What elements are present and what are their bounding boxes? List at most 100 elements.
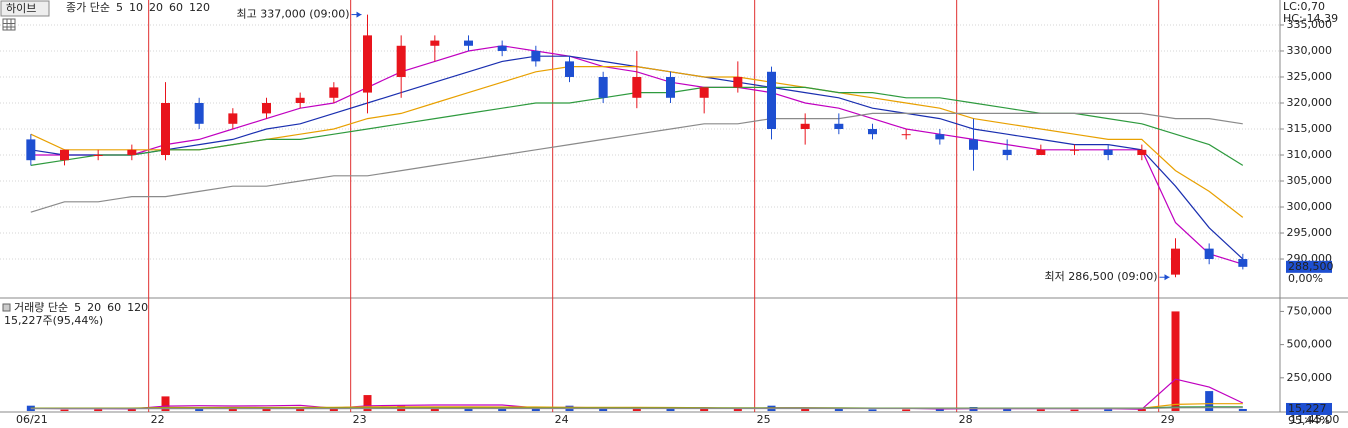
volume-bar <box>632 407 641 411</box>
current-label: 288,500 <box>1288 260 1334 273</box>
x-tick-label: 29 <box>1161 413 1175 426</box>
volume-bar <box>127 409 136 411</box>
candle-body <box>901 134 911 136</box>
y-tick-label: 295,000 <box>1287 226 1333 239</box>
legend-entry: 20 <box>87 301 101 314</box>
y-tick-label: 320,000 <box>1287 96 1333 109</box>
volume-bar <box>464 408 473 411</box>
volume-bar <box>60 409 69 411</box>
candle-body <box>1204 248 1214 260</box>
x-tick-label: 28 <box>959 413 973 426</box>
y-tick-label: 330,000 <box>1287 44 1333 57</box>
candle-body <box>363 35 372 93</box>
legend-entry: 5 <box>74 301 81 314</box>
y-tick-label: 305,000 <box>1287 174 1333 187</box>
candle-body <box>969 139 978 150</box>
ma-line <box>30 407 1243 410</box>
volume-bar <box>868 409 877 411</box>
legend-entry: 120 <box>189 1 210 14</box>
candle-body <box>733 76 743 88</box>
volume-bar <box>262 409 271 411</box>
volume-bar <box>1036 409 1045 411</box>
legend-entry: 60 <box>107 301 121 314</box>
volume-bar <box>161 396 170 411</box>
legend-entry: 10 <box>129 1 143 14</box>
volume-bar <box>94 409 103 411</box>
x-tick-label: 25 <box>757 413 771 426</box>
volume-bar <box>1104 409 1113 411</box>
grid-icon-lines <box>3 19 15 30</box>
volume-bar <box>228 408 237 411</box>
volume-bar <box>834 409 843 411</box>
candle-body <box>1103 149 1113 156</box>
candle-body <box>632 76 642 98</box>
stock-name: 하이브 <box>6 1 36 15</box>
lc-label: LC:0,70 <box>1283 0 1325 13</box>
candle-body <box>834 123 844 129</box>
candle-body <box>1137 149 1147 156</box>
volume-bar <box>1205 391 1214 411</box>
candle-body <box>1070 149 1079 151</box>
x-tick-label: 23 <box>353 413 367 426</box>
volume-bar <box>329 408 338 411</box>
volume-bar <box>1171 311 1180 411</box>
candle-body <box>295 97 305 103</box>
volume-icon[interactable] <box>2 303 11 312</box>
volume-bar <box>801 408 810 411</box>
volume-bar <box>531 409 540 411</box>
x-tick-label: 24 <box>555 413 569 426</box>
candle-body <box>531 50 541 62</box>
legend-prefix: 거래량 단순 <box>14 301 68 314</box>
candle-body <box>329 87 339 98</box>
candle-body <box>497 45 507 51</box>
candle-body <box>1238 259 1248 267</box>
volume-bar <box>498 408 507 411</box>
y-tick-label: 500,000 <box>1287 338 1333 351</box>
current-box <box>1286 260 1332 273</box>
y-tick-label: 325,000 <box>1287 70 1333 83</box>
ma-line <box>30 112 1243 213</box>
current-label: 15,227 <box>1288 402 1327 415</box>
volume-bar <box>296 408 305 411</box>
candle-body <box>868 128 877 135</box>
candle-body <box>1002 149 1012 156</box>
y-tick-label: 750,000 <box>1287 304 1333 317</box>
x-tick-label: 06/21 <box>16 413 48 426</box>
candle-body <box>464 40 473 46</box>
candle-body <box>935 134 945 140</box>
y-tick-label: 335,000 <box>1287 18 1333 31</box>
legend-entry: 60 <box>169 1 183 14</box>
volume-bar <box>363 395 372 411</box>
annotation-arrowhead <box>356 11 362 18</box>
volume-summary: 15,227주(95,44%) <box>4 314 103 327</box>
volume-bar <box>666 409 675 411</box>
candle-body <box>430 40 440 46</box>
candle-body <box>598 76 608 98</box>
volume-bar <box>902 409 911 411</box>
volume-bar <box>430 407 439 411</box>
candle-body <box>228 113 238 124</box>
annotation: 최저 286,500 (09:00) <box>1044 270 1157 283</box>
current-box <box>1286 402 1332 415</box>
candle-body <box>1171 248 1180 275</box>
legend-prefix: 종가 단순 <box>66 1 110 14</box>
volume-bar <box>733 408 742 411</box>
annotation-arrowhead <box>1164 274 1170 281</box>
volume-bar <box>599 408 608 411</box>
legend-entry: 20 <box>149 1 163 14</box>
candle-body <box>666 76 675 98</box>
volume-bar <box>700 409 709 411</box>
y-tick-label: 300,000 <box>1287 200 1333 213</box>
change-label: 0,00% <box>1288 272 1323 285</box>
hc-label: HC:-14,39 <box>1283 12 1338 25</box>
x-tick-label: 22 <box>151 413 165 426</box>
stock-button[interactable] <box>0 0 50 17</box>
candle-body <box>1036 149 1046 156</box>
legend-entry: 5 <box>116 1 123 14</box>
change-label: 95,44% <box>1288 414 1330 427</box>
volume-bar <box>1137 409 1146 411</box>
x-end-label: 11:45:00 <box>1290 413 1339 426</box>
candle-body <box>699 87 709 98</box>
